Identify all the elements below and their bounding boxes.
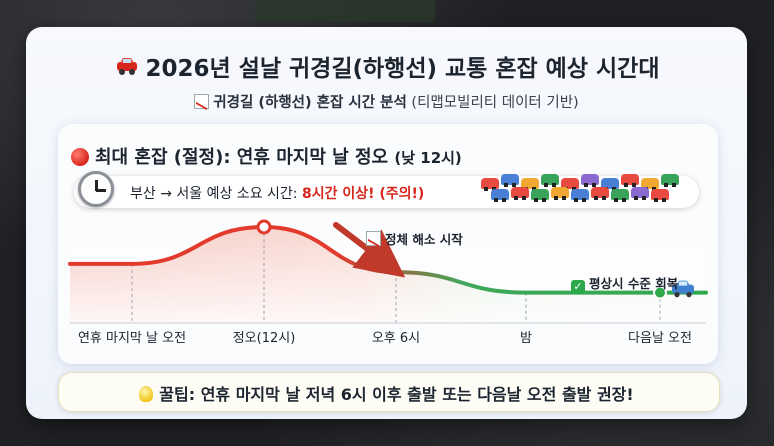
x-tick-label: 밤 — [520, 331, 532, 346]
easing-arrow — [333, 222, 406, 278]
peak-time: (낮 12시) — [394, 149, 462, 167]
subtitle-source: (티맵모빌리티 데이터 기반) — [411, 95, 579, 111]
recovery-annotation: ✓ 평상시 수준 회복 — [571, 273, 678, 294]
lightbulb-icon — [139, 386, 154, 402]
subtitle-main: 귀경길 (하행선) 혼잡 시간 분석 — [213, 95, 407, 111]
recovery-label: 평상시 수준 회복 — [589, 276, 679, 291]
check-icon: ✓ — [571, 280, 585, 294]
x-tick-label: 연휴 마지막 날 오전 — [77, 331, 187, 346]
x-tick-label: 정오(12시) — [232, 331, 296, 346]
trend-down-icon — [194, 94, 210, 109]
congestion-chart — [68, 217, 708, 324]
travel-time-label: 부산 → 서울 예상 소요 시간: — [130, 186, 298, 202]
car-icon — [114, 56, 140, 82]
travel-time-text: 부산 → 서울 예상 소요 시간: 8시간 이상! (주의!) — [130, 183, 424, 203]
easing-label: 정체 해소 시작 — [385, 232, 463, 247]
tip-box — [58, 372, 720, 412]
infographic-card: 2026년 설날 귀경길(하행선) 교통 혼잡 예상 시간대 귀경길 (하행선)… — [26, 27, 747, 419]
page-title: 2026년 설날 귀경길(하행선) 교통 혼잡 예상 시간대 — [26, 49, 747, 83]
red-circle-icon — [71, 148, 89, 166]
clock-icon — [78, 171, 114, 207]
recovery-point — [653, 285, 667, 300]
background-window-bar — [255, 0, 435, 22]
tip-text: 꿀팁: 연휴 마지막 날 저녁 6시 이후 출발 또는 다음날 오전 출발 권장… — [159, 385, 634, 404]
peak-label: 최대 혼잡 (절정): 연휴 마지막 날 정오 — [95, 147, 389, 168]
subtitle: 귀경길 (하행선) 혼잡 시간 분석 (티맵모빌리티 데이터 기반) — [26, 91, 747, 112]
easing-annotation: 정체 해소 시작 — [366, 229, 463, 248]
x-tick-label: 다음날 오전 — [628, 331, 692, 346]
tip-line: 꿀팁: 연휴 마지막 날 저녁 6시 이후 출발 또는 다음날 오전 출발 권장… — [26, 381, 747, 405]
x-tick-label: 오후 6시 — [371, 331, 421, 346]
peak-heading: 최대 혼잡 (절정): 연휴 마지막 날 정오 (낮 12시) — [71, 143, 462, 169]
trend-down-icon — [366, 231, 381, 246]
title-text: 2026년 설날 귀경길(하행선) 교통 혼잡 예상 시간대 — [145, 56, 660, 82]
peak-point — [256, 219, 272, 235]
travel-time-warning: 8시간 이상! (주의!) — [301, 186, 425, 202]
car-icon — [672, 280, 694, 298]
